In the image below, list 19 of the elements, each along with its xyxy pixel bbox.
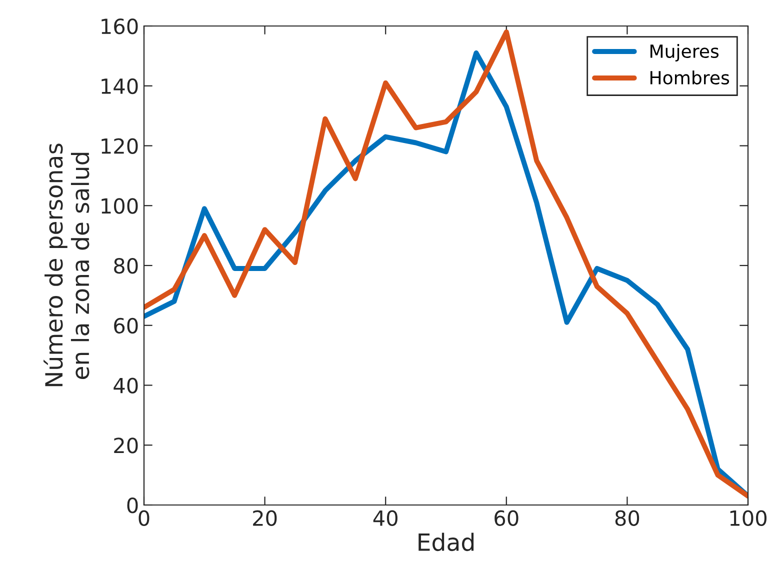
y-tick-label: 20 xyxy=(114,438,138,454)
y-tick-label: 40 xyxy=(114,378,138,394)
legend-label: Mujeres xyxy=(650,44,719,62)
y-tick-label: 80 xyxy=(114,258,138,274)
x-tick-label: 100 xyxy=(730,510,766,526)
y-axis-title: Número de personas en la zona de salud xyxy=(44,144,90,386)
y-tick-label: 60 xyxy=(114,318,138,334)
x-axis-title: Edad xyxy=(418,532,474,552)
x-tick-label: 0 xyxy=(138,510,150,526)
x-tick-label: 40 xyxy=(373,510,398,526)
y-tick-label: 120 xyxy=(102,138,138,154)
x-tick-label: 60 xyxy=(494,510,518,526)
y-tick-label: 140 xyxy=(102,78,138,94)
x-tick-label: 80 xyxy=(615,510,640,526)
legend-label: Hombres xyxy=(650,70,730,85)
y-tick-label: 100 xyxy=(102,198,138,214)
y-tick-label: 0 xyxy=(127,497,138,514)
y-tick-label: 160 xyxy=(102,18,138,34)
x-tick-label: 20 xyxy=(253,510,277,526)
